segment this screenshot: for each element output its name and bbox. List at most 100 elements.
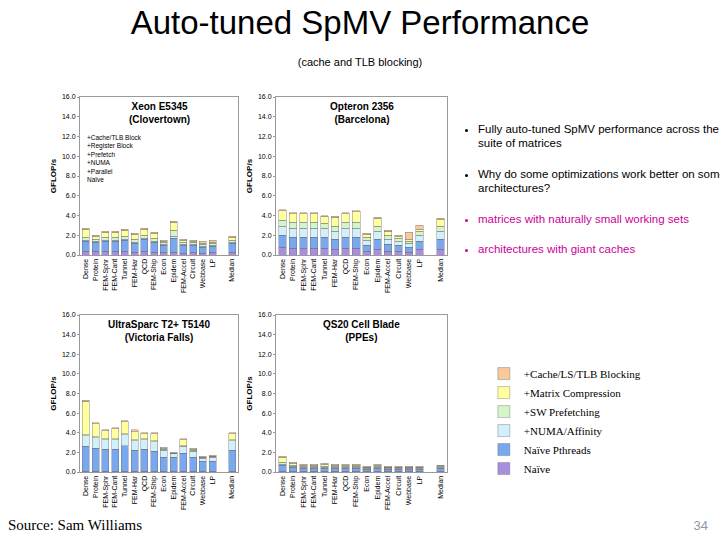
svg-text:QCD: QCD <box>342 259 350 275</box>
svg-text:FEM-Har: FEM-Har <box>331 258 338 287</box>
svg-text:6.0: 6.0 <box>262 192 272 199</box>
svg-text:GFLOP/s: GFLOP/s <box>49 376 58 411</box>
svg-text:FEM-Accel: FEM-Accel <box>180 475 187 510</box>
svg-text:Econ: Econ <box>160 259 167 275</box>
svg-text:8.0: 8.0 <box>66 172 76 179</box>
svg-text:6.0: 6.0 <box>262 410 272 417</box>
svg-text:Circuit: Circuit <box>395 476 402 496</box>
svg-text:FEM-Ship: FEM-Ship <box>150 259 158 290</box>
svg-text:LP: LP <box>416 475 423 484</box>
svg-text:Dense: Dense <box>279 259 286 279</box>
svg-text:Epidem: Epidem <box>170 476 178 500</box>
svg-text:8.0: 8.0 <box>262 390 272 397</box>
svg-text:Dense: Dense <box>82 476 89 496</box>
svg-text:Econ: Econ <box>363 476 370 492</box>
svg-text:QCD: QCD <box>141 259 149 275</box>
svg-text:Protein: Protein <box>289 259 296 281</box>
svg-text:+Matrix Compression: +Matrix Compression <box>524 387 621 399</box>
svg-text:QCD: QCD <box>141 476 149 492</box>
svg-text:Protein: Protein <box>92 259 99 281</box>
svg-text:Epidem: Epidem <box>374 476 382 500</box>
svg-text:Circuit: Circuit <box>189 259 196 279</box>
svg-text:12.0: 12.0 <box>258 133 272 140</box>
svg-text:Xeon E5345(Clovertown): Xeon E5345(Clovertown) <box>129 101 190 125</box>
svg-text:0.0: 0.0 <box>262 468 272 475</box>
svg-text:16.0: 16.0 <box>258 93 272 100</box>
svg-text:+Cache/LS/TLB Blocking: +Cache/LS/TLB Blocking <box>524 368 641 380</box>
svg-text:Webbase: Webbase <box>199 476 206 506</box>
svg-text:Dense: Dense <box>279 476 286 496</box>
svg-text:FEM-Cant: FEM-Cant <box>111 476 118 508</box>
svg-text:4.0: 4.0 <box>262 429 272 436</box>
svg-text:QCD: QCD <box>342 476 350 492</box>
svg-text:Median: Median <box>228 259 235 282</box>
svg-text:Econ: Econ <box>160 476 167 492</box>
svg-text:Econ: Econ <box>363 259 370 275</box>
svg-text:FEM-Ship: FEM-Ship <box>150 476 158 507</box>
svg-text:GFLOP/s: GFLOP/s <box>49 158 58 193</box>
svg-text:FEM-Sphr: FEM-Sphr <box>102 258 110 291</box>
svg-text:Opteron 2356(Barcelona): Opteron 2356(Barcelona) <box>330 101 394 125</box>
svg-text:FEM-Ship: FEM-Ship <box>352 476 360 507</box>
svg-text:FEM-Ship: FEM-Ship <box>352 259 360 290</box>
svg-text:Webbase: Webbase <box>405 476 412 506</box>
svg-text:0.0: 0.0 <box>66 251 76 258</box>
svg-text:2.0: 2.0 <box>66 232 76 239</box>
svg-text:10.0: 10.0 <box>62 370 76 377</box>
svg-text:FEM-Cant: FEM-Cant <box>111 259 118 291</box>
svg-text:QS20 Cell Blade(PPEs): QS20 Cell Blade(PPEs) <box>323 319 400 343</box>
svg-text:Webbase: Webbase <box>405 259 412 289</box>
svg-text:Median: Median <box>437 259 444 282</box>
svg-text:Tunnel: Tunnel <box>121 258 128 280</box>
svg-text:+Cache/TLB Block+Register Bloc: +Cache/TLB Block+Register Block+Prefetch… <box>87 134 142 183</box>
svg-text:0.0: 0.0 <box>66 468 76 475</box>
svg-text:2.0: 2.0 <box>66 449 76 456</box>
svg-text:Tunnel: Tunnel <box>321 475 328 497</box>
svg-text:Epidem: Epidem <box>374 259 382 283</box>
svg-text:UltraSparc T2+ T5140(Victoria: UltraSparc T2+ T5140(Victoria Falls) <box>108 319 210 343</box>
svg-text:FEM-Cant: FEM-Cant <box>310 259 317 291</box>
svg-text:Protein: Protein <box>92 476 99 498</box>
svg-text:14.0: 14.0 <box>62 113 76 120</box>
svg-text:16.0: 16.0 <box>62 311 76 318</box>
svg-text:GFLOP/s: GFLOP/s <box>245 158 254 193</box>
svg-text:2.0: 2.0 <box>262 232 272 239</box>
svg-text:Epidem: Epidem <box>170 259 178 283</box>
svg-text:LP: LP <box>416 258 423 267</box>
svg-text:8.0: 8.0 <box>262 172 272 179</box>
svg-text:10.0: 10.0 <box>258 153 272 160</box>
svg-text:+NUMA/Affinity: +NUMA/Affinity <box>524 425 603 437</box>
svg-text:FEM-Har: FEM-Har <box>131 475 138 504</box>
svg-text:Tunnel: Tunnel <box>321 258 328 280</box>
svg-text:14.0: 14.0 <box>258 331 272 338</box>
svg-text:FEM-Sphr: FEM-Sphr <box>300 475 308 508</box>
svg-text:Dense: Dense <box>82 259 89 279</box>
svg-text:12.0: 12.0 <box>258 351 272 358</box>
svg-text:Circuit: Circuit <box>189 476 196 496</box>
svg-text:LP: LP <box>209 258 216 267</box>
svg-text:Tunnel: Tunnel <box>121 475 128 497</box>
svg-text:4.0: 4.0 <box>66 429 76 436</box>
svg-text:+SW Prefetching: +SW Prefetching <box>524 406 600 418</box>
svg-text:6.0: 6.0 <box>66 410 76 417</box>
svg-text:14.0: 14.0 <box>62 331 76 338</box>
svg-text:GFLOP/s: GFLOP/s <box>245 376 254 411</box>
svg-text:FEM-Accel: FEM-Accel <box>180 258 187 293</box>
svg-text:Naïve Pthreads: Naïve Pthreads <box>524 444 591 456</box>
svg-text:FEM-Accel: FEM-Accel <box>384 258 391 293</box>
svg-text:4.0: 4.0 <box>66 212 76 219</box>
svg-text:16.0: 16.0 <box>62 93 76 100</box>
svg-text:14.0: 14.0 <box>258 113 272 120</box>
svg-text:Median: Median <box>228 476 235 499</box>
svg-text:8.0: 8.0 <box>66 390 76 397</box>
svg-text:FEM-Sphr: FEM-Sphr <box>300 258 308 291</box>
svg-text:FEM-Cant: FEM-Cant <box>310 476 317 508</box>
svg-text:Protein: Protein <box>289 476 296 498</box>
svg-text:4.0: 4.0 <box>262 212 272 219</box>
svg-text:10.0: 10.0 <box>258 370 272 377</box>
svg-text:6.0: 6.0 <box>66 192 76 199</box>
svg-text:FEM-Har: FEM-Har <box>131 258 138 287</box>
svg-text:Median: Median <box>437 476 444 499</box>
svg-text:Webbase: Webbase <box>199 259 206 289</box>
svg-text:Naïve: Naïve <box>524 463 550 475</box>
